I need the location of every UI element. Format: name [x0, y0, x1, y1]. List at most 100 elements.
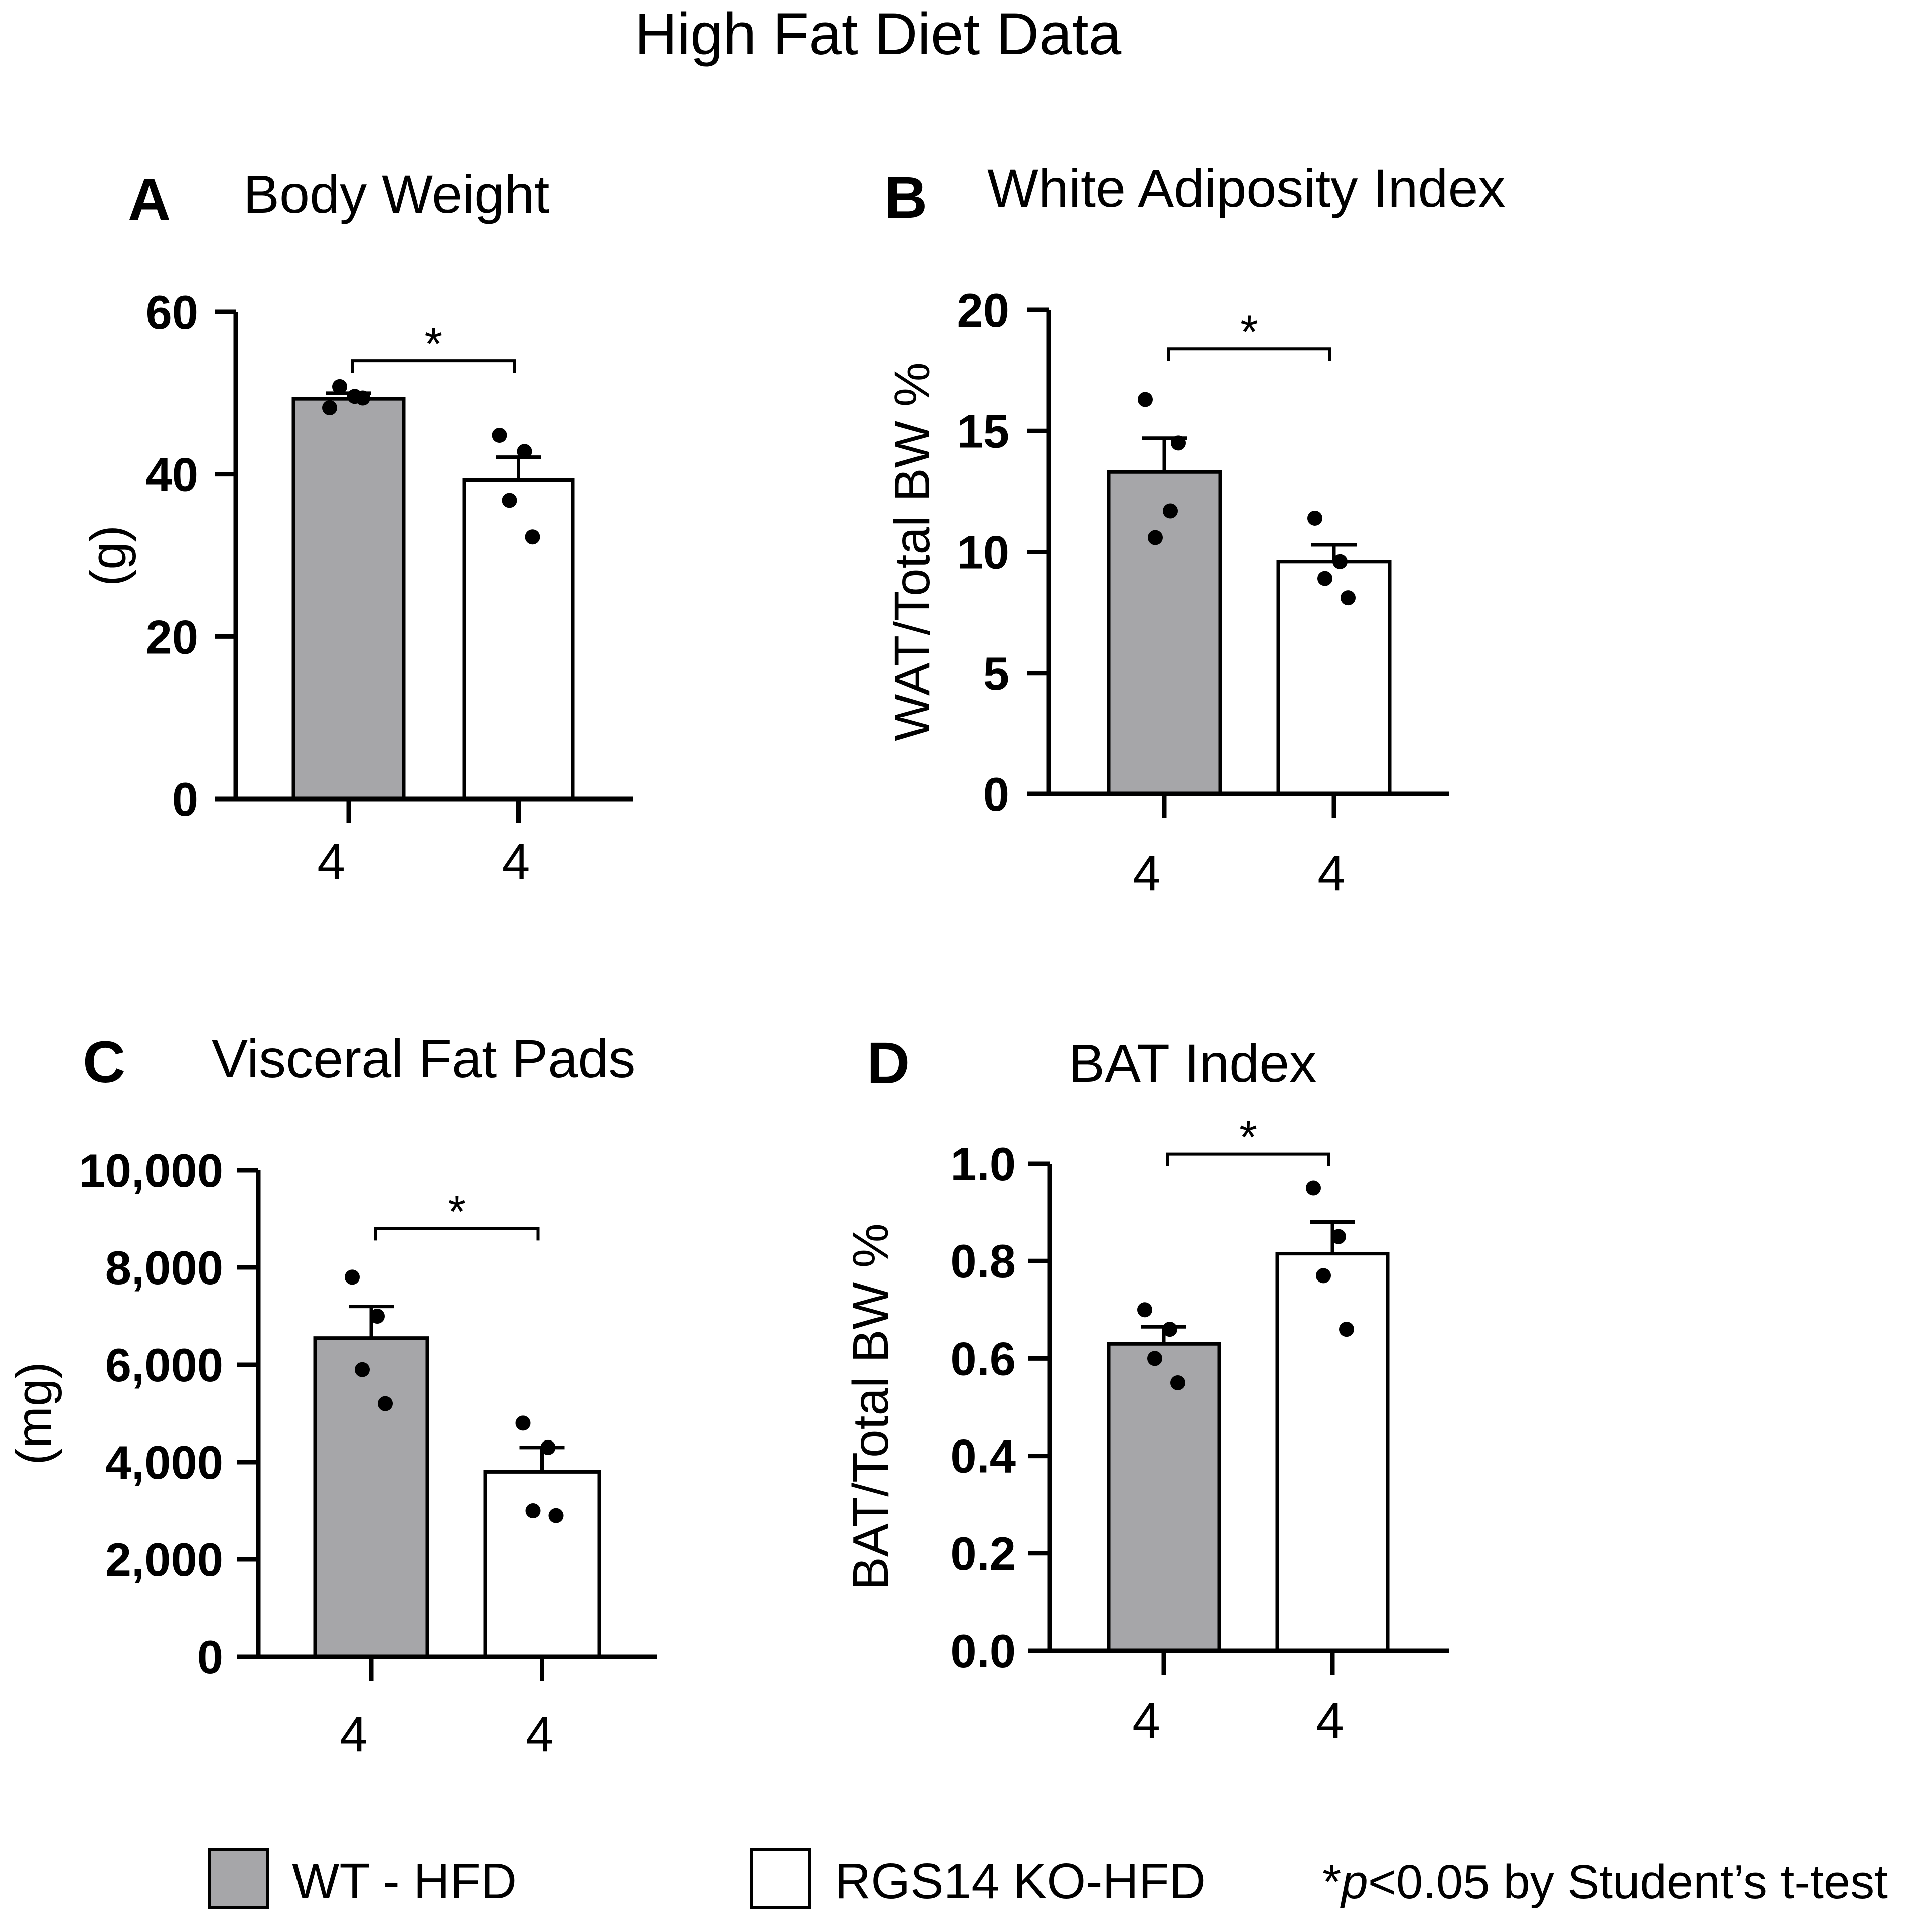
panel-c-point-1-2: [525, 1503, 541, 1518]
panel-b-ytick-label-4: 20: [957, 284, 1009, 337]
legend-label-ko: RGS14 KO-HFD: [835, 1853, 1206, 1909]
panel-a-point-1-3: [525, 529, 540, 545]
panel-a-point-1-0: [492, 427, 507, 443]
panel-a-point-0-0: [322, 400, 337, 415]
panel-b-title: White Adiposity Index: [987, 157, 1506, 218]
panel-b-ytick-label-1: 5: [983, 647, 1009, 700]
panel-a-bar-0: [291, 397, 406, 801]
panel-b-point-1-3: [1341, 590, 1356, 606]
panel-a-point-1-2: [502, 493, 517, 508]
panel-b-ytick-label-3: 15: [957, 405, 1009, 457]
panel-a-ylabel: (g): [80, 525, 136, 586]
panel-d-point-0-2: [1147, 1351, 1162, 1366]
panel-c-point-0-0: [345, 1269, 360, 1285]
panel-c-title: Visceral Fat Pads: [212, 1028, 635, 1089]
panel-d-point-0-1: [1162, 1322, 1177, 1337]
panel-d-point-1-2: [1316, 1268, 1331, 1284]
panel-d-ytick-label-2: 0.4: [950, 1430, 1016, 1483]
panel-a-category-label-0: 4: [317, 834, 345, 890]
panel-c-point-1-1: [540, 1439, 556, 1455]
panel-a: A Body Weight (g) 0 20 40 60 4 4 *: [80, 164, 633, 890]
panel-d-point-1-3: [1339, 1322, 1354, 1337]
panel-b-category-label-1: 4: [1317, 845, 1346, 901]
panel-b-point-0-3: [1171, 435, 1186, 451]
panel-a-ytick-label-3: 60: [145, 286, 198, 339]
panel-a-significance-bracket: [351, 359, 516, 373]
panel-a-ytick-label-0: 0: [172, 773, 198, 826]
panel-a-significance-star: *: [424, 318, 442, 370]
panel-c-ytick-label-0: 0: [197, 1631, 223, 1683]
legend-swatch-wt: [208, 1848, 269, 1909]
legend: WT - HFD RGS14 KO-HFD *p<0.05 by Student…: [208, 1848, 1888, 1909]
panel-c-ytick-label-1: 2,000: [105, 1533, 223, 1586]
panel-d-point-0-3: [1170, 1375, 1185, 1390]
panel-d: D BAT Index BAT/Total BW % 0.0 0.2 0.4 0.6 0.8 1…: [843, 1030, 1449, 1749]
panel-d-ytick-label-0: 0.0: [950, 1625, 1016, 1677]
panel-d-bar-1: [1275, 1252, 1390, 1653]
panel-c-point-1-0: [515, 1415, 531, 1431]
panel-d-ytick-label-1: 0.2: [950, 1527, 1016, 1580]
panel-c-bar-1: [483, 1470, 601, 1659]
panel-c-point-0-2: [355, 1362, 370, 1377]
panel-c-point-0-1: [370, 1309, 385, 1324]
panel-a-ytick-label-1: 20: [145, 610, 198, 663]
panel-c-ytick-label-3: 6,000: [105, 1339, 223, 1391]
panel-d-letter: D: [867, 1030, 910, 1096]
panel-d-point-1-1: [1331, 1229, 1346, 1244]
panel-c-ytick-label-4: 8,000: [105, 1241, 223, 1294]
panel-d-significance-bracket: [1166, 1152, 1330, 1166]
panel-b-bar-1: [1276, 560, 1392, 796]
panel-b-ytick-label-2: 10: [957, 526, 1009, 579]
panel-b-significance-star: *: [1240, 306, 1258, 358]
panel-a-bar-1: [462, 478, 575, 801]
panel-c-ytick-label-2: 4,000: [105, 1436, 223, 1489]
panel-a-point-1-1: [517, 444, 532, 459]
panel-b-ytick-label-0: 0: [983, 768, 1009, 821]
panel-b-category-label-0: 4: [1133, 845, 1161, 901]
panel-b-point-1-2: [1317, 571, 1332, 586]
panel-d-ytick-label-3: 0.6: [950, 1332, 1016, 1385]
legend-swatch-ko: [750, 1848, 811, 1909]
panel-b: B White Adiposity Index WAT/Total BW % 0 5 10…: [884, 157, 1506, 901]
panel-d-bar-0: [1107, 1342, 1221, 1653]
panel-c-point-1-3: [548, 1508, 564, 1523]
panel-c-point-0-3: [378, 1396, 393, 1411]
panel-b-ylabel: WAT/Total BW %: [884, 362, 940, 741]
panel-a-letter: A: [128, 167, 171, 233]
panel-b-point-0-2: [1148, 530, 1163, 545]
panel-b-letter: B: [884, 165, 927, 231]
panel-a-category-label-1: 4: [502, 834, 530, 890]
panel-d-ylabel: BAT/Total BW %: [843, 1223, 899, 1590]
panel-d-significance-star: *: [1239, 1112, 1257, 1163]
legend-significance-note: *p<0.05 by Student’s t-test: [1322, 1855, 1888, 1909]
panel-c-significance-bracket: [374, 1227, 540, 1241]
panel-a-point-0-3: [355, 390, 370, 406]
panel-b-point-1-1: [1332, 554, 1348, 569]
panel-c-bar-0: [313, 1336, 429, 1659]
panel-c-category-label-0: 4: [340, 1706, 368, 1763]
panel-b-bar-0: [1107, 470, 1222, 796]
panel-d-ytick-label-4: 0.8: [950, 1235, 1016, 1288]
legend-label-wt: WT - HFD: [292, 1853, 517, 1909]
figure-title: High Fat Diet Data: [635, 1, 1122, 67]
panel-d-category-label-0: 4: [1132, 1693, 1160, 1749]
panel-a-point-0-2: [332, 379, 347, 394]
panel-d-title: BAT Index: [1069, 1033, 1316, 1093]
panel-c-ytick-label-5: 10,000: [79, 1144, 223, 1197]
panel-d-category-label-1: 4: [1316, 1693, 1344, 1749]
panel-b-significance-bracket: [1167, 347, 1331, 361]
panel-b-point-1-0: [1307, 510, 1322, 526]
panel-c-category-label-1: 4: [526, 1706, 554, 1763]
panel-d-point-0-0: [1137, 1302, 1152, 1318]
panel-c-letter: C: [83, 1029, 125, 1095]
panel-c-significance-star: *: [448, 1186, 466, 1237]
panel-d-point-1-0: [1306, 1180, 1321, 1196]
panel-a-title: Body Weight: [243, 164, 549, 224]
panel-d-ytick-label-5: 1.0: [950, 1138, 1016, 1190]
panel-c-ylabel: (mg): [6, 1362, 62, 1465]
panel-a-ytick-label-2: 40: [145, 448, 198, 501]
panel-b-point-0-0: [1138, 392, 1153, 407]
panel-b-point-0-1: [1163, 503, 1178, 519]
